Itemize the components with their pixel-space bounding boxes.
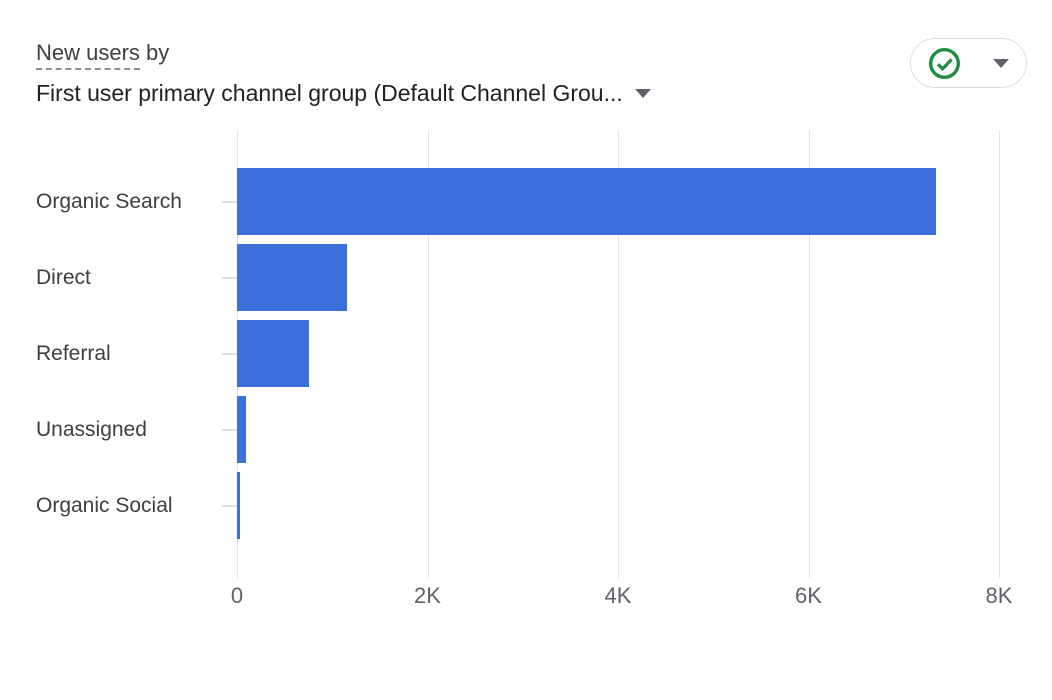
gridline-x-2K xyxy=(427,130,429,578)
category-label: Direct xyxy=(36,265,91,289)
bar-direct[interactable] xyxy=(237,244,347,311)
category-label: Organic Social xyxy=(36,493,173,517)
chart-title: New users by First user primary channel … xyxy=(36,40,651,107)
category-tick xyxy=(222,504,237,507)
title-by-text: by xyxy=(139,40,170,65)
category-label: Unassigned xyxy=(36,417,147,441)
bar-organic-search[interactable] xyxy=(237,168,937,235)
dimension-selector[interactable]: First user primary channel group (Defaul… xyxy=(36,79,651,107)
bar-organic-social[interactable] xyxy=(237,472,240,539)
gridline-x-6K xyxy=(808,130,810,578)
dropdown-arrow-icon xyxy=(634,88,651,98)
chevron-down-icon xyxy=(993,58,1009,68)
x-axis-tick-label: 4K xyxy=(604,583,632,608)
title-line-metric: New users by xyxy=(36,40,651,70)
category-tick xyxy=(222,276,237,279)
x-axis-tick-label: 0 xyxy=(230,583,244,608)
category-tick xyxy=(222,200,237,203)
bar-unassigned[interactable] xyxy=(237,396,247,463)
x-axis-tick-label: 2K xyxy=(414,583,441,608)
data-quality-button[interactable] xyxy=(910,38,1027,88)
bar-referral[interactable] xyxy=(237,320,310,387)
category-tick xyxy=(222,352,237,355)
metric-selector-link[interactable]: New users xyxy=(36,40,140,70)
dimension-label: First user primary channel group (Defaul… xyxy=(36,80,623,106)
gridline-x-4K xyxy=(618,130,619,578)
gridline-x-8K xyxy=(999,130,1000,578)
check-circle-icon xyxy=(928,47,961,79)
category-label: Organic Search xyxy=(36,189,182,213)
x-axis-tick-label: 8K xyxy=(985,583,1013,608)
x-axis-tick-label: 6K xyxy=(795,583,822,608)
category-label: Referral xyxy=(36,341,111,365)
category-tick xyxy=(222,428,237,431)
